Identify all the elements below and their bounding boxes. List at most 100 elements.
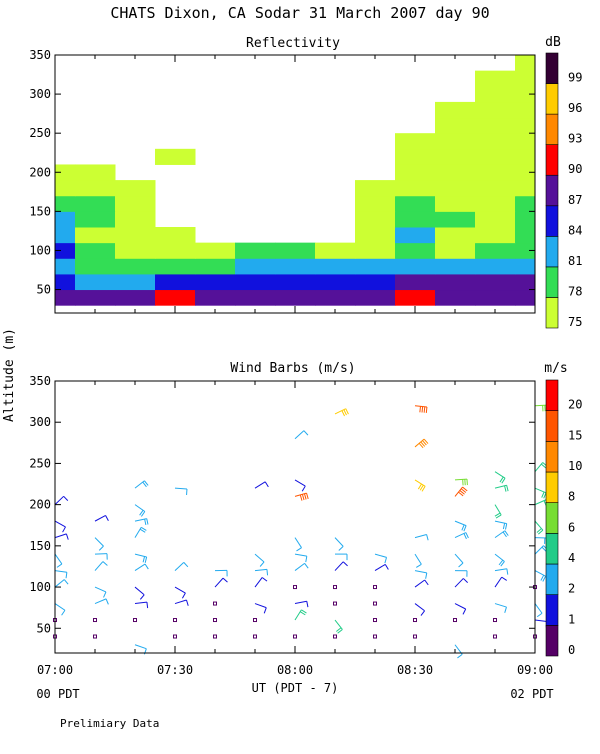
reflectivity-cell (235, 243, 276, 259)
wind-barb (495, 472, 505, 484)
reflectivity-cell (475, 211, 516, 227)
wind-barb-feather (304, 494, 306, 500)
reflectivity-cell (55, 211, 76, 227)
wind-barb (455, 533, 468, 539)
reflectivity-cell (195, 243, 236, 259)
y-tick-label: 200 (29, 498, 51, 512)
colorbar-level-label: 81 (568, 254, 582, 268)
reflectivity-cell (395, 258, 436, 274)
wind-barb (415, 480, 425, 491)
wind-barb-feather (302, 486, 305, 491)
wind-barb-shaft (295, 480, 305, 486)
wind-barbs-panel: Wind Barbs (m/s) 5010015020025030035007:… (29, 361, 582, 677)
wind-barb (495, 569, 508, 575)
wind-barb (535, 462, 547, 471)
calm-marker (494, 619, 497, 622)
reflectivity-cell (235, 274, 276, 290)
wind-barb-feather (306, 556, 307, 562)
reflectivity-cell (55, 290, 76, 306)
colorbar-level-label: 0 (568, 643, 575, 657)
wind-barb-shaft (375, 564, 385, 570)
calm-marker (374, 602, 377, 605)
wind-barb-feather (537, 613, 542, 617)
wind-barb (535, 538, 547, 544)
wind-barb (535, 405, 547, 411)
colorbar-level-label: 20 (568, 398, 582, 412)
reflectivity-cell (155, 258, 196, 274)
wind-barb-shaft (135, 602, 147, 603)
wind-barb-feather (385, 557, 387, 563)
wind-barb-feather (459, 563, 463, 567)
wind-barb (55, 534, 68, 540)
reflectivity-cell (475, 71, 516, 87)
wind-barb-shaft (295, 538, 302, 548)
wind-barb-shaft (295, 601, 307, 603)
wind-barb (535, 521, 543, 534)
y-tick-label: 250 (29, 126, 51, 140)
reflectivity-cell (115, 274, 156, 290)
calm-marker (414, 635, 417, 638)
wind-barb-feather (463, 609, 466, 614)
reflectivity-cell (475, 118, 516, 134)
y-tick-label: 100 (29, 243, 51, 257)
wind-barb-shaft (495, 569, 507, 571)
wind-barb (175, 587, 185, 598)
colorbar-swatch (546, 236, 558, 267)
wind-barb-shaft (295, 563, 305, 570)
wind-barb-feather (264, 608, 266, 614)
reflectivity-cell (275, 243, 316, 259)
reflectivity-cell (515, 71, 536, 87)
wind-barb-feather (464, 526, 466, 532)
wind-barb-feather (463, 578, 467, 582)
wind-barb (455, 578, 468, 587)
wind-colorbar-unit: m/s (544, 361, 567, 376)
wind-barb (415, 580, 428, 587)
wind-barb-shaft (535, 571, 546, 577)
wind-barb-shaft (55, 534, 66, 538)
wind-barb-feather (62, 610, 65, 615)
reflectivity-cell (55, 274, 76, 290)
reflectivity-colorbar-unit: dB (545, 35, 561, 50)
calm-marker (494, 635, 497, 638)
reflectivity-cell (435, 274, 476, 290)
wind-barb (55, 571, 67, 579)
wind-barb-feather (420, 406, 421, 412)
wind-barb-feather (342, 411, 345, 416)
wind-barbs-frame (55, 381, 535, 653)
colorbar-level-label: 4 (568, 551, 575, 565)
wind-barb-shaft (55, 521, 65, 527)
wind-barb-shaft (335, 562, 343, 571)
colorbar-swatch (546, 411, 558, 442)
wind-barbs-title: Wind Barbs (m/s) (230, 361, 355, 376)
wind-barb (535, 488, 546, 498)
calm-marker (94, 635, 97, 638)
wind-barb (295, 431, 308, 439)
wind-barb-feather (182, 593, 185, 598)
wind-barb-feather (106, 515, 109, 520)
wind-barb-shaft (175, 587, 185, 593)
wind-barb-shaft (55, 604, 65, 611)
reflectivity-cell (155, 243, 196, 259)
colorbar-level-label: 93 (568, 132, 582, 146)
wind-barb (255, 604, 266, 614)
reflectivity-cell (475, 227, 516, 243)
reflectivity-cell (355, 243, 396, 259)
x-tick-label: 07:00 (37, 663, 73, 677)
reflectivity-cell (395, 290, 436, 306)
wind-barb-feather (103, 562, 108, 566)
reflectivity-cell (315, 258, 356, 274)
x-tick-label: 08:30 (397, 663, 433, 677)
wind-barb (335, 538, 343, 551)
reflectivity-cell (435, 290, 476, 306)
reflectivity-cell (55, 227, 76, 243)
wind-barb-feather (297, 548, 302, 551)
reflectivity-cell (275, 290, 316, 306)
wind-barb-feather (300, 495, 302, 501)
wind-barb (135, 602, 148, 608)
reflectivity-cell (275, 258, 316, 274)
colorbar-swatch (546, 595, 558, 626)
